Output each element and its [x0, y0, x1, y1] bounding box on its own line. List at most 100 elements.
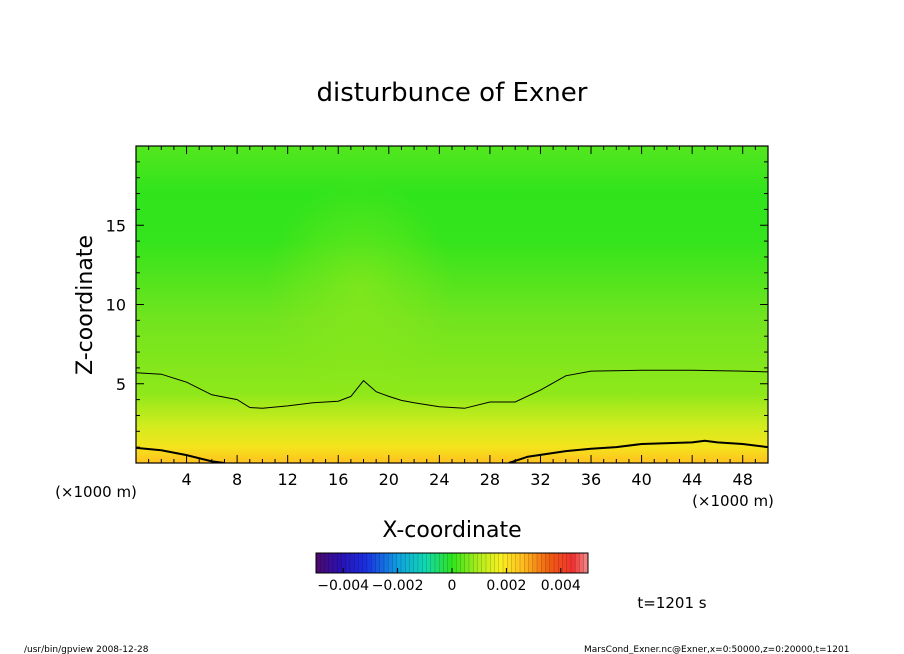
colorbar-swatch	[362, 553, 368, 573]
colorbar-swatch	[426, 553, 432, 573]
colorbar-swatch	[447, 553, 453, 573]
x-tick-label: 24	[429, 470, 449, 489]
colorbar-swatch	[396, 553, 402, 573]
colorbar-tick-label: −0.004	[317, 578, 369, 594]
x-tick-label: 8	[232, 470, 242, 489]
y-axis-label: Z-coordinate	[73, 235, 98, 375]
colorbar-swatch	[583, 553, 589, 573]
colorbar-swatch	[558, 553, 563, 573]
colorbar-swatch	[537, 553, 542, 573]
colorbar-swatch	[401, 553, 406, 573]
colorbar-swatch	[358, 553, 364, 573]
colorbar-tick-label: −0.002	[372, 578, 424, 594]
colorbar-swatch	[579, 553, 585, 573]
colorbar-swatch	[486, 553, 491, 573]
colorbar-swatch	[371, 553, 376, 573]
time-label: t=1201 s	[637, 594, 706, 612]
colorbar-swatch	[456, 553, 461, 573]
colorbar-swatch	[443, 553, 449, 573]
colorbar-swatch	[469, 553, 474, 573]
chart-title: disturbunce of Exner	[317, 78, 588, 108]
y-tick-label: 15	[106, 216, 126, 235]
x-tick-label: 12	[278, 470, 298, 489]
colorbar	[315, 552, 589, 574]
colorbar-swatch	[532, 553, 538, 573]
colorbar-swatch	[511, 553, 517, 573]
colorbar-swatch	[571, 553, 576, 573]
colorbar-swatch	[520, 553, 525, 573]
colorbar-swatch	[494, 553, 500, 573]
x-tick-label: 28	[480, 470, 500, 489]
colorbar-swatch	[350, 553, 355, 573]
colorbar-swatch	[430, 553, 436, 573]
colorbar-swatch	[515, 553, 521, 573]
x-unit-right: (×1000 m)	[692, 492, 774, 510]
x-tick-label: 32	[530, 470, 550, 489]
colorbar-swatch	[460, 553, 466, 573]
colorbar-swatch	[422, 553, 427, 573]
colorbar-swatch	[367, 553, 372, 573]
contour-line-lower-right	[508, 439, 768, 463]
colorbar-swatch	[418, 553, 423, 573]
colorbar-swatch	[566, 553, 572, 573]
colorbar-swatch	[439, 553, 444, 573]
footer-right: MarsCond_Exner.nc@Exner,x=0:50000,z=0:20…	[584, 645, 849, 654]
colorbar-swatch	[528, 553, 534, 573]
x-tick-label: 16	[328, 470, 348, 489]
colorbar-swatch	[507, 553, 512, 573]
colorbar-swatch	[375, 553, 381, 573]
heatmap-field	[136, 146, 768, 463]
colorbar-swatch	[413, 553, 419, 573]
colorbar-swatch	[562, 553, 568, 573]
colorbar-swatch	[341, 553, 347, 573]
colorbar-swatch	[388, 553, 393, 573]
colorbar-swatch	[498, 553, 504, 573]
colorbar-ticks: −0.004 −0.002 0 0.002 0.004	[317, 568, 581, 594]
colorbar-swatch	[477, 553, 483, 573]
colorbar-swatch	[316, 553, 321, 573]
colorbar-swatch	[554, 553, 559, 573]
x-tick-label: 36	[581, 470, 601, 489]
colorbar-swatch	[575, 553, 580, 573]
x-tick-label: 4	[181, 470, 191, 489]
colorbar-swatch	[409, 553, 415, 573]
colorbar-swatch	[452, 553, 457, 573]
colorbar-swatch	[503, 553, 508, 573]
colorbar-swatch	[473, 553, 478, 573]
colorbar-swatch	[333, 553, 338, 573]
colorbar-swatch	[320, 553, 325, 573]
colorbar-swatch	[490, 553, 495, 573]
colorbar-swatch	[324, 553, 330, 573]
x-tick-label: 44	[682, 470, 702, 489]
x-tick-label: 48	[733, 470, 753, 489]
colorbar-swatch	[337, 553, 342, 573]
y-tick-label: 5	[116, 375, 126, 394]
x-unit-left: (×1000 m)	[55, 483, 137, 501]
colorbar-tick-label: 0.002	[486, 578, 526, 594]
x-axis-label: X-coordinate	[382, 518, 521, 543]
x-axis: 4 8 12 16 20 24 28 32 36 40 44 48	[148, 146, 756, 489]
colorbar-swatch	[435, 553, 440, 573]
colorbar-swatch	[384, 553, 389, 573]
footer-left: /usr/bin/gpview 2008-12-28	[24, 645, 149, 654]
colorbar-swatch	[549, 553, 555, 573]
colorbar-swatch	[524, 553, 529, 573]
y-tick-label: 10	[106, 296, 126, 315]
colorbar-swatch	[481, 553, 487, 573]
colorbar-swatch	[354, 553, 359, 573]
x-tick-label: 40	[631, 470, 651, 489]
colorbar-swatch	[328, 553, 334, 573]
colorbar-swatch	[379, 553, 385, 573]
colorbar-swatch	[405, 553, 410, 573]
heatmap-center-shade	[265, 180, 455, 400]
colorbar-swatch	[545, 553, 551, 573]
colorbar-tick-label: 0.004	[541, 578, 581, 594]
colorbar-swatch	[345, 553, 351, 573]
colorbar-swatch	[392, 553, 398, 573]
contour-line-upper	[136, 369, 768, 409]
colorbar-tick-label: 0	[448, 578, 457, 594]
colorbar-swatch	[541, 553, 546, 573]
y-axis: 5 10 15	[106, 161, 768, 448]
colorbar-swatch	[464, 553, 470, 573]
